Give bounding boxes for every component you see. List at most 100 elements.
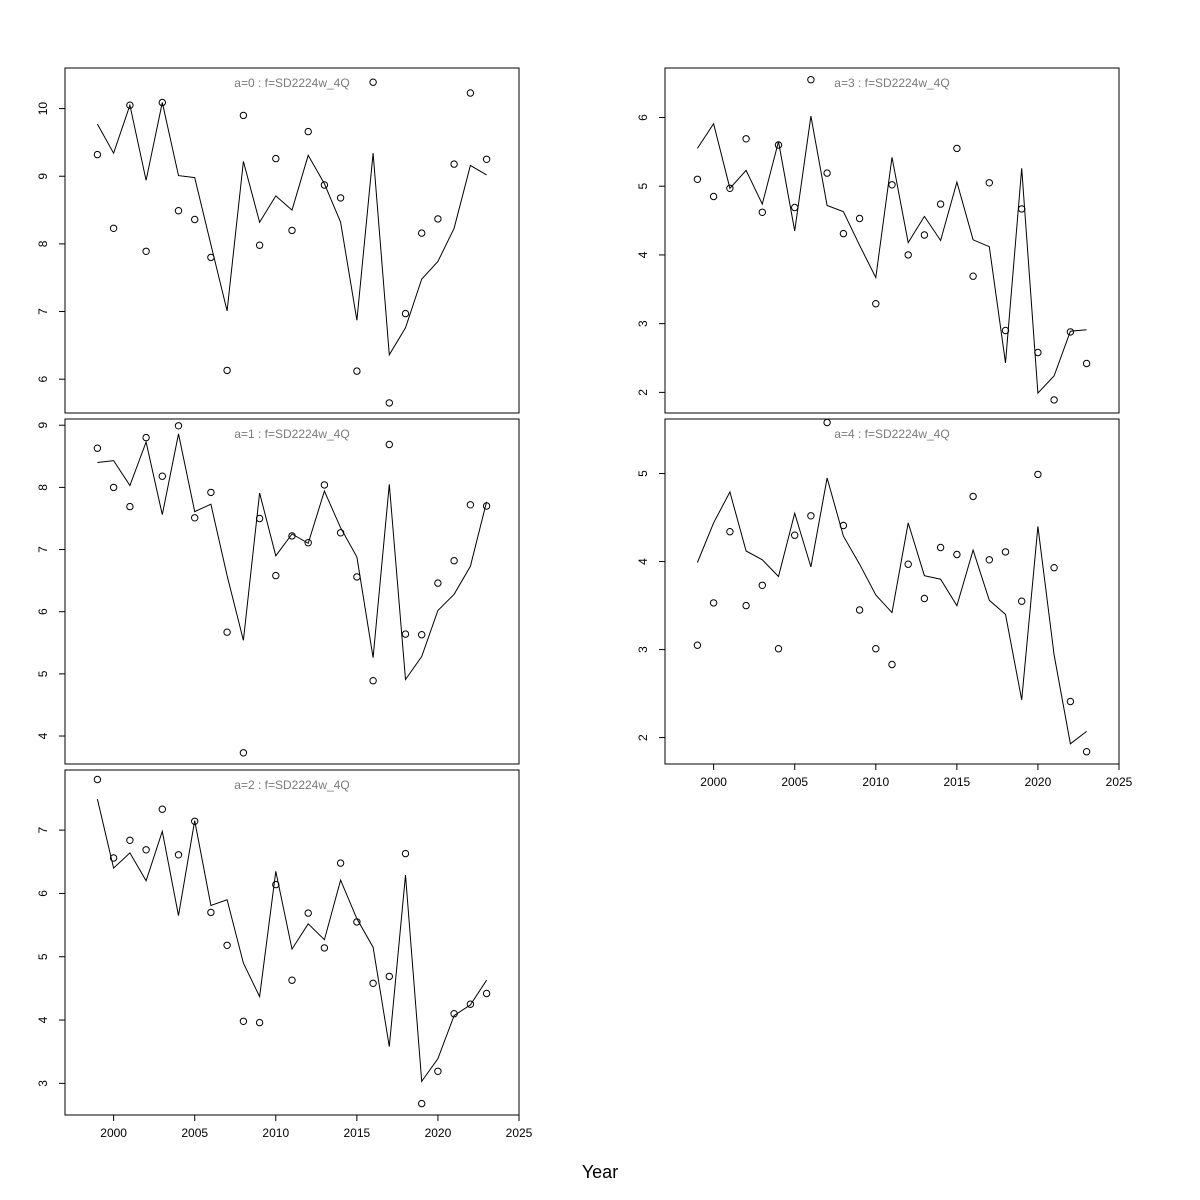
y-tick-label: 9 xyxy=(36,422,50,429)
y-tick-label: 7 xyxy=(36,826,50,833)
observed-point xyxy=(369,979,377,987)
observed-point xyxy=(1050,564,1058,572)
y-tick-label: 5 xyxy=(36,670,50,677)
x-tick-label: 2000 xyxy=(100,1126,127,1140)
y-tick-label: 6 xyxy=(36,608,50,615)
observed-point xyxy=(109,224,118,233)
observed-point xyxy=(888,181,896,189)
observed-point xyxy=(401,309,410,318)
y-tick-label: 2 xyxy=(636,389,650,396)
observed-point xyxy=(207,253,215,262)
y-tick-label: 4 xyxy=(636,251,650,258)
observed-point xyxy=(953,550,961,559)
observed-point xyxy=(791,531,799,539)
observed-point xyxy=(239,1017,248,1025)
observed-point xyxy=(272,154,280,163)
observed-point xyxy=(1066,328,1075,336)
observed-point xyxy=(207,908,215,917)
observed-point xyxy=(693,175,702,184)
x-tick-label: 2015 xyxy=(344,1126,371,1140)
observed-point xyxy=(109,854,118,862)
y-tick-label: 6 xyxy=(36,890,50,897)
fitted-line xyxy=(97,433,488,681)
fitted-line xyxy=(696,477,1087,745)
observed-point xyxy=(320,481,329,489)
observed-point xyxy=(969,272,977,280)
y-tick-label: 9 xyxy=(36,173,50,180)
observed-point xyxy=(1018,597,1026,605)
observed-point xyxy=(839,521,848,530)
observed-point xyxy=(726,184,734,193)
observed-point xyxy=(1082,359,1091,368)
panel-title: a=4 : f=SD2224w_4Q xyxy=(834,427,949,441)
y-tick-label: 5 xyxy=(636,183,650,190)
y-tick-label: 8 xyxy=(36,240,50,247)
observed-point xyxy=(1001,326,1010,335)
observed-point xyxy=(466,501,475,509)
observed-point xyxy=(418,1099,426,1108)
observed-point xyxy=(174,207,183,215)
observed-point xyxy=(207,488,215,497)
observed-point xyxy=(936,543,945,552)
panel-age-3: a=3 : f=SD2224w_4Q 2 3 4 5 6 xyxy=(636,67,1120,414)
observed-point xyxy=(93,775,102,784)
observed-point xyxy=(191,514,199,522)
observed-point xyxy=(191,817,199,825)
y-tick-label: 5 xyxy=(636,470,650,477)
observed-point xyxy=(304,909,312,917)
observed-point xyxy=(1066,697,1075,706)
fitted-line xyxy=(696,116,1087,395)
observed-point xyxy=(1034,470,1042,479)
observed-point xyxy=(482,155,491,164)
observed-point xyxy=(223,941,231,949)
observed-point xyxy=(385,440,393,449)
fitted-line xyxy=(96,102,487,357)
observed-point xyxy=(450,1010,458,1018)
observed-point xyxy=(385,972,393,981)
observed-point xyxy=(774,645,783,653)
x-tick-label: 2020 xyxy=(425,1126,452,1140)
observed-point xyxy=(823,418,831,427)
x-axis-label: Year xyxy=(582,1162,618,1182)
fitted-line xyxy=(96,798,488,1083)
observed-point xyxy=(142,247,150,256)
observed-point xyxy=(807,512,815,520)
observed-point xyxy=(872,300,880,308)
observed-point xyxy=(93,150,102,159)
observed-point xyxy=(758,208,766,217)
plot-frame xyxy=(64,769,520,1116)
panel-title: a=1 : f=SD2224w_4Q xyxy=(234,427,349,441)
observed-point xyxy=(726,528,734,536)
observed-point xyxy=(482,989,491,998)
x-tick-label: 2010 xyxy=(262,1126,289,1140)
observed-point xyxy=(953,144,961,153)
observed-point xyxy=(709,192,718,201)
y-tick-label: 4 xyxy=(36,1016,50,1023)
observed-point xyxy=(336,194,345,202)
y-tick-label: 3 xyxy=(36,1080,50,1087)
y-tick-label: 10 xyxy=(36,102,50,116)
observed-point xyxy=(904,251,912,259)
observed-point xyxy=(336,859,345,867)
observed-point xyxy=(158,98,167,107)
observed-point xyxy=(288,226,296,235)
observed-point xyxy=(272,880,280,889)
observed-point xyxy=(791,203,799,212)
observed-point xyxy=(855,214,864,223)
observed-point xyxy=(872,645,880,653)
x-tick-label: 2015 xyxy=(944,775,971,789)
x-tick-label: 2005 xyxy=(781,775,808,789)
panel-title: a=2 : f=SD2224w_4Q xyxy=(234,778,349,792)
y-tick-label: 7 xyxy=(36,546,50,553)
observed-point xyxy=(401,849,410,858)
observed-point xyxy=(126,101,134,109)
observed-point xyxy=(142,433,150,442)
panel-age-2: a=2 : f=SD2224w_4Q 3 4 5 6 7 2000 2005 2010 2015 2… xyxy=(36,769,533,1140)
observed-point xyxy=(320,181,329,189)
observed-point xyxy=(158,805,167,813)
plot-frame xyxy=(64,67,520,414)
observed-point xyxy=(353,573,361,581)
x-tick-label: 2005 xyxy=(181,1126,208,1140)
observed-point xyxy=(126,502,134,511)
y-tick-label: 4 xyxy=(636,558,650,565)
